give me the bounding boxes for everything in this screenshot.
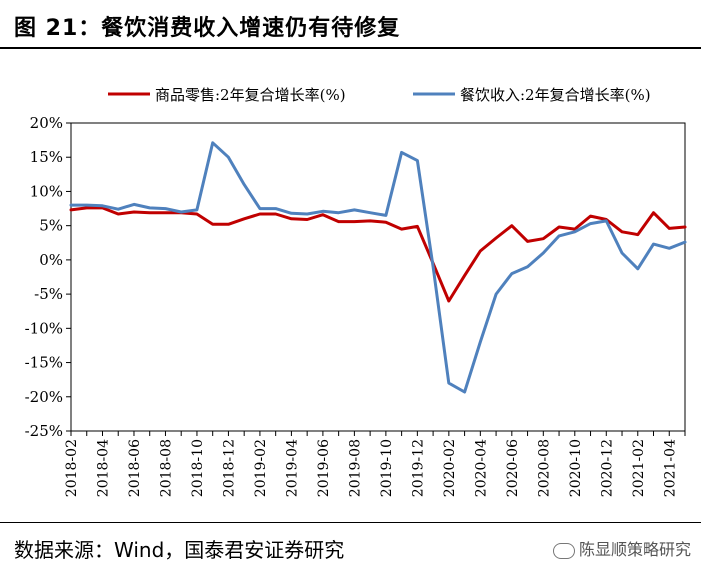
y-tick-label: 10% [30, 182, 63, 200]
x-tick-label: 2020-08 [536, 439, 552, 497]
y-axis: -25% -20% -15% -10% -5% 0% 5% 10% 15% 20% [25, 114, 71, 440]
x-tick-label: 2019-06 [316, 439, 332, 497]
x-tick-label: 2020-12 [599, 439, 615, 497]
x-tick-label: 2019-12 [410, 439, 426, 497]
y-tick-label: 5% [39, 217, 63, 235]
y-tick-label: -25% [25, 422, 63, 440]
x-tick-label: 2020-02 [442, 439, 458, 497]
x-tick-label: 2018-08 [158, 439, 174, 497]
x-tick-label: 2018-02 [64, 439, 80, 497]
y-tick-label: -15% [25, 354, 63, 372]
x-tick-label: 2020-04 [473, 439, 489, 497]
data-source-note: 数据来源：Wind，国泰君安证券研究 [14, 538, 345, 562]
y-tick-label: -5% [34, 285, 63, 303]
title-divider [0, 47, 701, 49]
legend-label-catering: 餐饮收入:2年复合增长率(%) [460, 86, 651, 104]
wechat-icon [552, 542, 575, 559]
watermark-text: 陈显顺策略研究 [578, 540, 691, 559]
x-tick-label: 2019-10 [379, 439, 395, 497]
watermark: 陈显顺策略研究 [552, 536, 691, 560]
x-tick-label: 2018-04 [95, 439, 111, 497]
x-tick-label: 2021-04 [662, 439, 678, 497]
y-tick-label: -10% [25, 319, 63, 337]
x-tick-label: 2020-06 [505, 439, 521, 497]
y-tick-label: -20% [25, 388, 63, 406]
plot-area-frame [70, 122, 686, 432]
figure-title: 图 21：餐饮消费收入增速仍有待修复 [14, 16, 401, 41]
series-line-catering [69, 141, 687, 394]
legend-label-retail: 商品零售:2年复合增长率(%) [155, 86, 346, 104]
x-tick-label: 2019-04 [284, 439, 300, 497]
x-tick-label: 2018-06 [127, 439, 143, 497]
source-divider [0, 522, 701, 523]
y-tick-label: 20% [30, 114, 63, 132]
chart-legend: 商品零售:2年复合增长率(%) 餐饮收入:2年复合增长率(%) [108, 86, 651, 104]
x-tick-label: 2021-02 [631, 439, 647, 497]
y-tick-label: 0% [39, 251, 63, 269]
x-tick-label: 2019-02 [253, 439, 269, 497]
x-tick-label: 2018-10 [190, 439, 206, 497]
x-axis: 2018-02 2018-04 2018-06 2018-08 2018-10 2018-… [64, 431, 686, 497]
x-tick-label: 2019-08 [347, 439, 363, 497]
series-line-retail [69, 206, 687, 303]
series-layer [69, 141, 687, 394]
line-chart: 商品零售:2年复合增长率(%) 餐饮收入:2年复合增长率(%) -25% -20%… [25, 86, 687, 497]
y-tick-label: 15% [30, 148, 63, 166]
x-tick-label: 2020-10 [568, 439, 584, 497]
x-tick-label: 2018-12 [221, 439, 237, 497]
